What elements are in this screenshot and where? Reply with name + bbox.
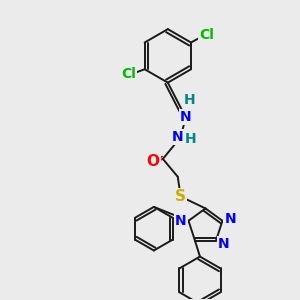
- Text: Cl: Cl: [200, 28, 214, 42]
- Text: N: N: [218, 237, 230, 251]
- Text: N: N: [175, 214, 186, 228]
- Text: N: N: [225, 212, 236, 226]
- Text: H: H: [185, 132, 197, 146]
- Text: H: H: [184, 94, 195, 107]
- Text: N: N: [180, 110, 191, 124]
- Text: N: N: [172, 130, 184, 144]
- Text: O: O: [146, 154, 160, 169]
- Text: Cl: Cl: [122, 67, 136, 81]
- Text: S: S: [175, 189, 186, 204]
